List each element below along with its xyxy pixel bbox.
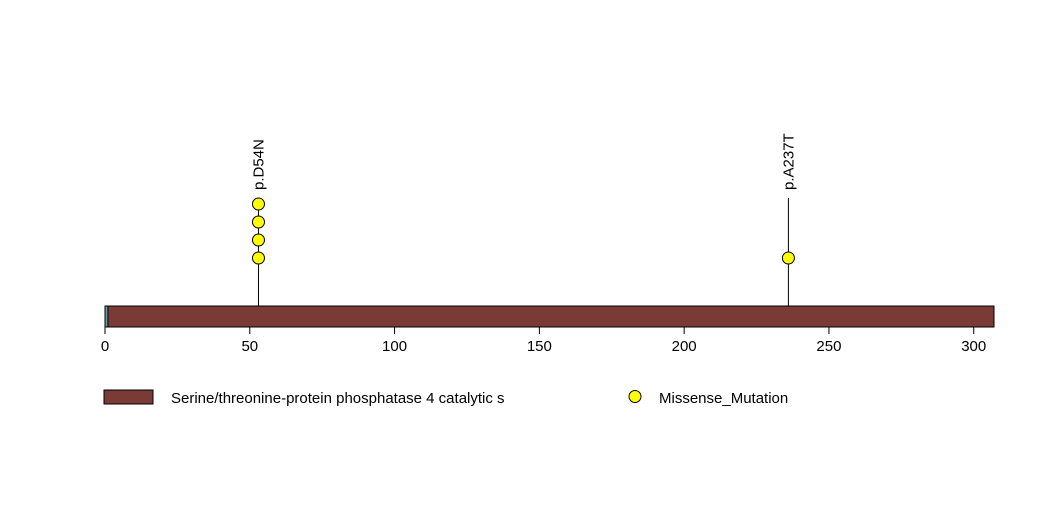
legend-domain-swatch	[103, 389, 154, 405]
mutation-point	[251, 215, 265, 229]
mutation-point	[251, 233, 265, 247]
x-tick-label: 250	[816, 338, 841, 355]
mutation-label: p.D54N	[250, 139, 267, 190]
x-tick-label: 200	[672, 338, 697, 355]
x-tick-label: 150	[527, 338, 552, 355]
mutation-label: p.A237T	[780, 133, 797, 190]
legend-missense-label: Missense_Mutation	[659, 390, 788, 407]
x-tick-label: 100	[382, 338, 407, 355]
x-tick-label: 300	[961, 338, 986, 355]
mutation-point	[781, 251, 795, 265]
mutation-points	[251, 197, 795, 265]
x-axis: 0 50 100 150 200 250 300	[101, 326, 986, 355]
protein-domains	[107, 305, 995, 328]
mutation-point	[251, 197, 265, 211]
x-tick-label: 0	[101, 338, 109, 355]
domain-bar	[107, 305, 995, 328]
legend-missense-marker	[628, 390, 642, 403]
legend: Serine/threonine-protein phosphatase 4 c…	[103, 389, 788, 407]
mutation-labels: p.D54N p.A237T	[250, 133, 797, 190]
mutation-point	[251, 251, 265, 265]
x-tick-label: 50	[241, 338, 258, 355]
legend-domain-label: Serine/threonine-protein phosphatase 4 c…	[171, 390, 505, 407]
